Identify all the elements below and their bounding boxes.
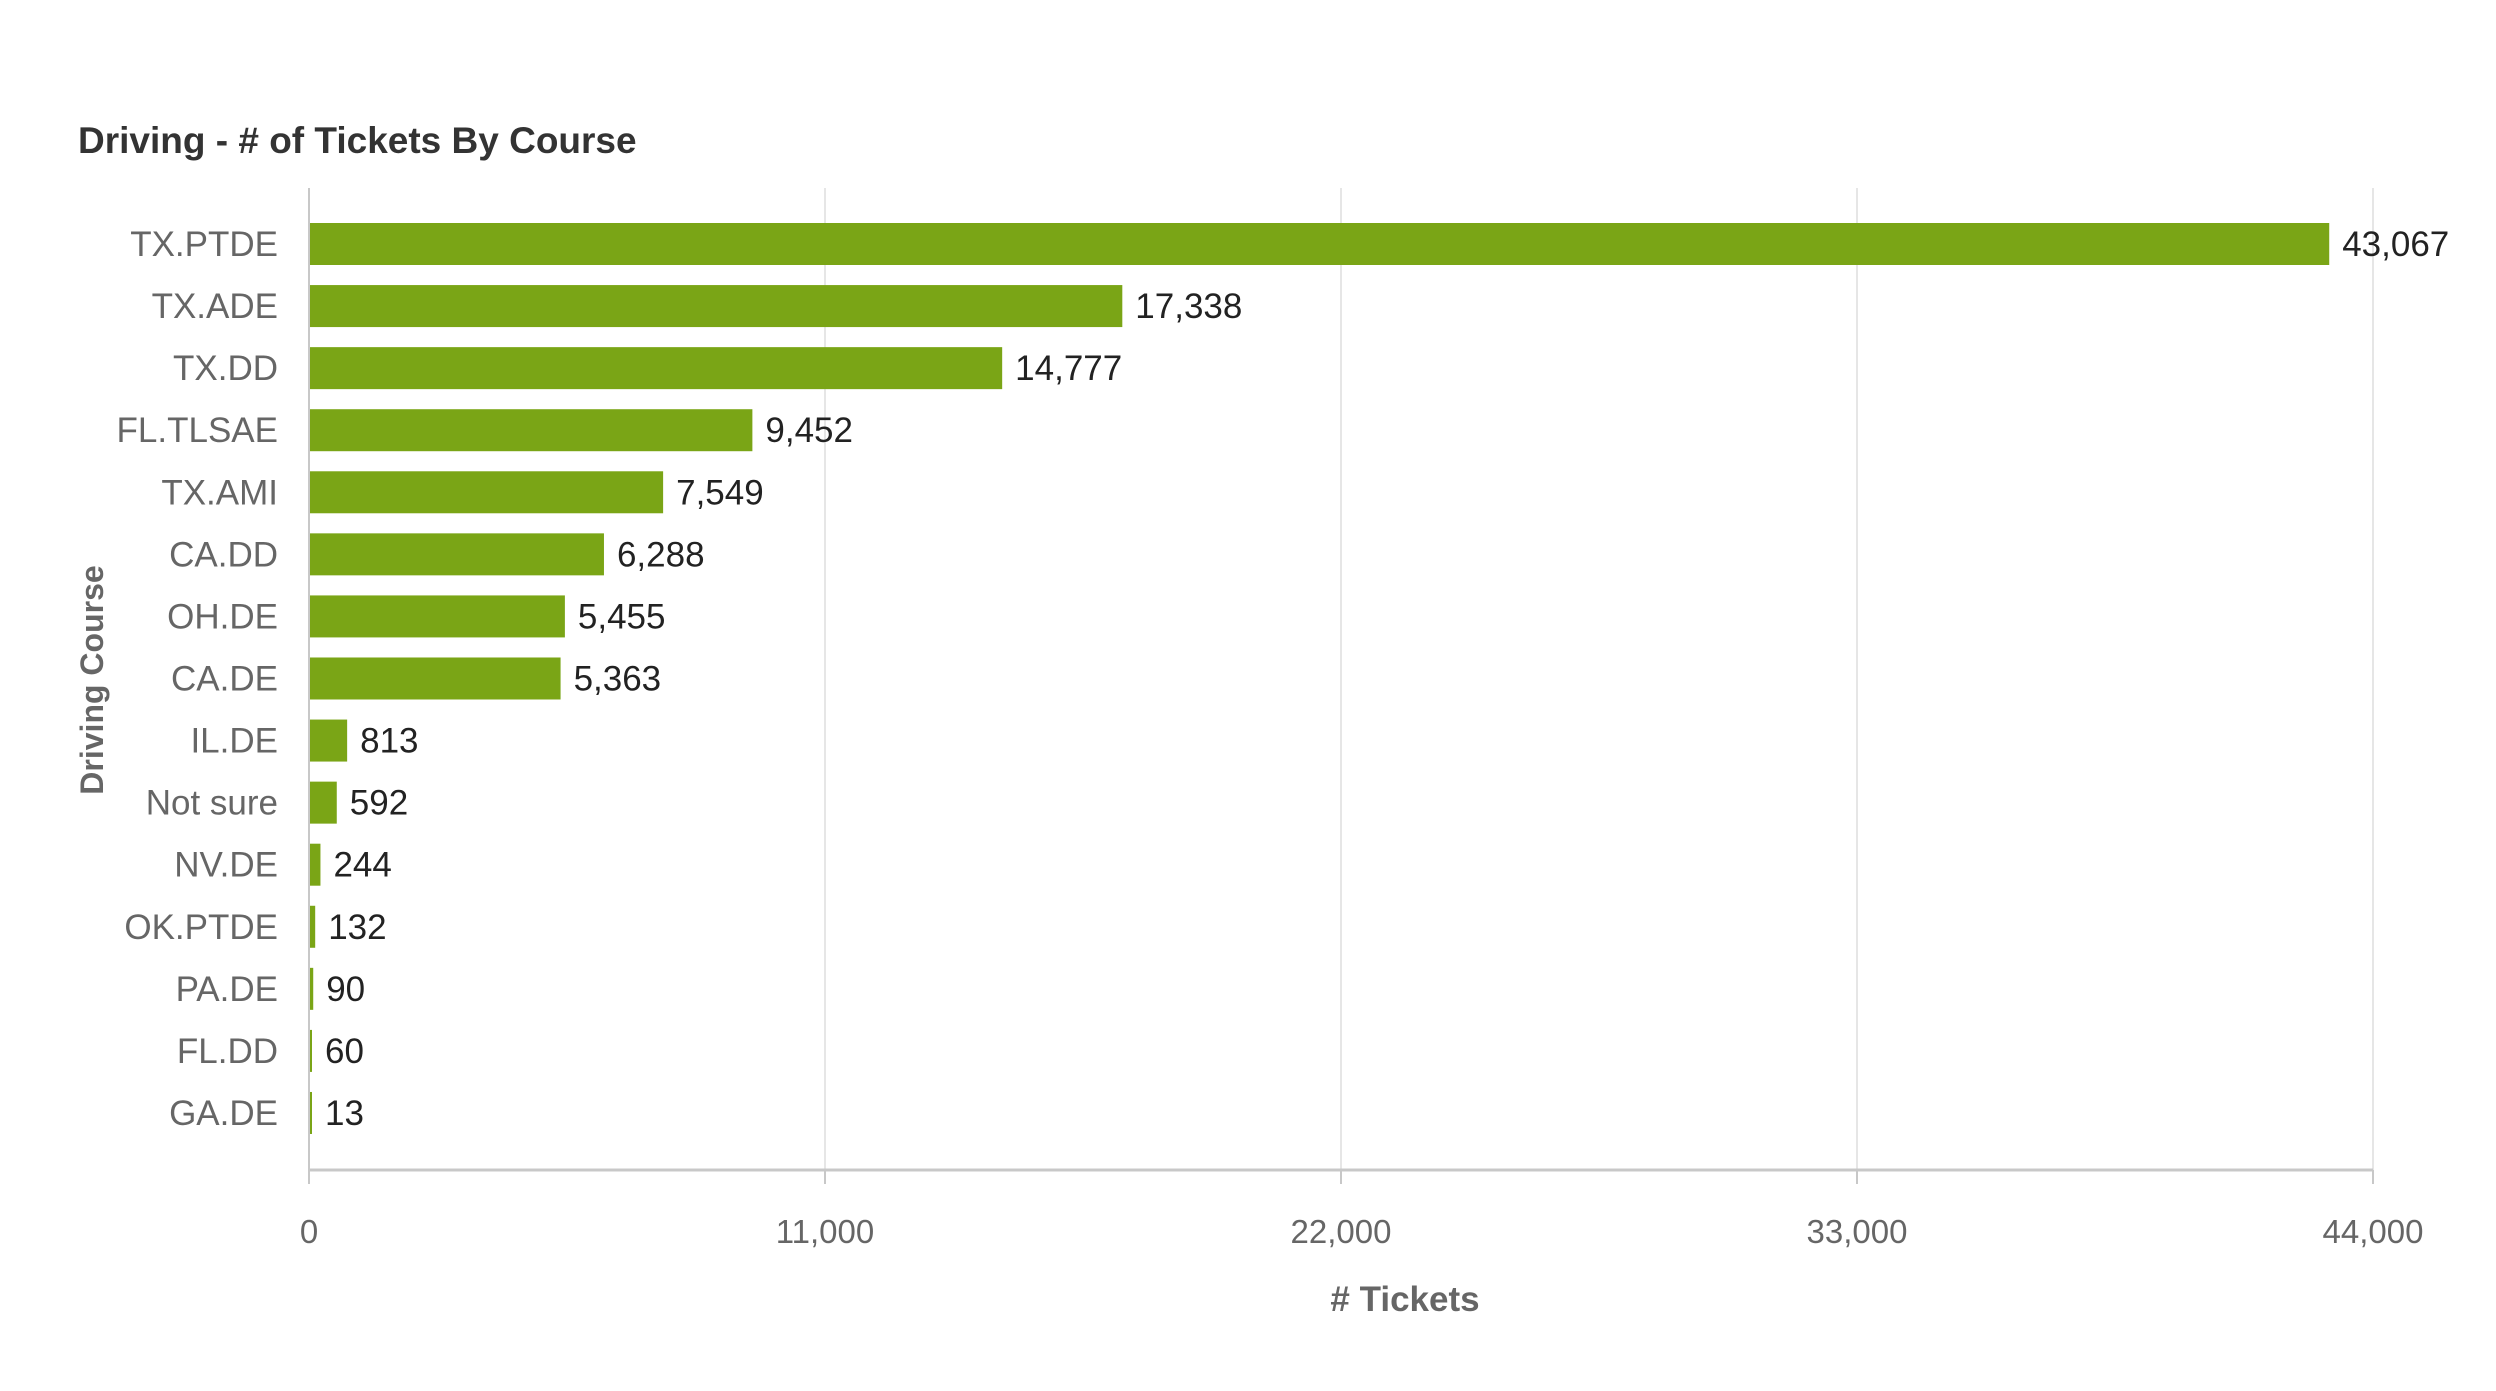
x-tick-label: 22,000 [1291,1213,1392,1250]
x-tick-label: 44,000 [2323,1213,2424,1250]
axes [308,188,2373,1172]
category-label: IL.DE [190,722,278,761]
category-label: TX.PTDE [130,225,278,264]
category-label: OH.DE [167,597,278,636]
bar[interactable] [309,781,337,824]
bars [309,223,2330,1134]
value-label: 7,549 [676,473,764,512]
bar[interactable] [309,843,321,886]
x-tick-labels: 0 11,000 22,000 33,000 44,000 [300,1213,2424,1250]
bar[interactable] [309,967,314,1010]
chart-title: Driving - # of Tickets By Course [78,120,637,161]
value-label: 17,338 [1135,287,1242,326]
category-label: CA.DE [171,659,278,698]
value-label: 13 [325,1094,364,1133]
category-label: OK.PTDE [124,908,278,947]
value-label: 813 [360,722,418,761]
category-label: FL.DD [177,1032,278,1071]
value-label: 132 [328,908,386,947]
bar[interactable] [309,533,604,576]
value-label: 90 [326,970,365,1009]
category-label: PA.DE [176,970,278,1009]
bar[interactable] [309,347,1003,390]
category-labels: TX.PTDE TX.ADE TX.DD FL.TLSAE TX.AMI CA.DD OH.… [117,225,278,1133]
value-label: 60 [325,1032,364,1071]
x-tick-label: 0 [300,1213,318,1250]
category-label: TX.ADE [152,287,278,326]
bar[interactable] [309,905,316,948]
bar[interactable] [309,1029,312,1072]
x-axis-title: # Tickets [1330,1280,1479,1319]
category-label: Not sure [146,784,278,823]
bar[interactable] [309,285,1123,328]
value-label: 6,288 [617,535,705,574]
category-label: TX.DD [173,349,278,388]
category-label: CA.DD [169,535,278,574]
value-label: 9,452 [765,411,853,450]
bar[interactable] [309,1091,312,1134]
value-label: 592 [350,784,408,823]
category-label: TX.AMI [161,473,278,512]
value-label: 244 [333,846,391,885]
y-axis-title: Driving Course [74,565,110,794]
bar[interactable] [309,719,348,762]
bar[interactable] [309,223,2330,265]
bar[interactable] [309,409,753,452]
category-label: FL.TLSAE [117,411,278,450]
bar[interactable] [309,657,561,700]
category-label: GA.DE [169,1094,278,1133]
x-tick-label: 11,000 [776,1213,874,1250]
value-label: 43,067 [2342,225,2449,264]
value-label: 14,777 [1015,349,1122,388]
bar[interactable] [309,471,664,514]
value-label: 5,455 [578,597,666,636]
category-label: NV.DE [174,846,278,885]
bar[interactable] [309,595,565,638]
value-label: 5,363 [574,659,662,698]
x-tick-label: 33,000 [1807,1213,1908,1250]
